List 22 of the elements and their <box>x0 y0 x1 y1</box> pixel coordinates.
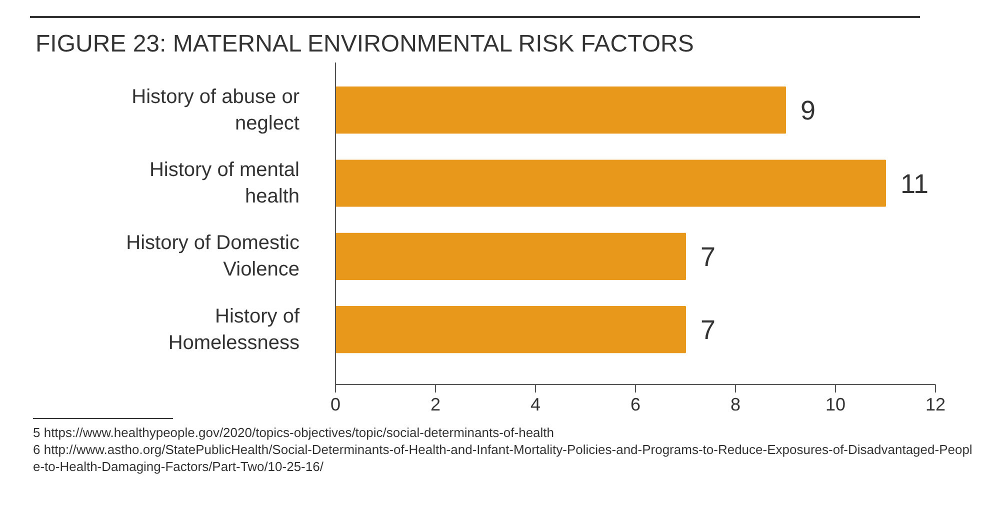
x-tick-label: 2 <box>430 394 441 414</box>
x-tick-label: 0 <box>330 394 341 414</box>
text: 5 https://www.healthypeople.gov/2020/topics-objectives/topic/social-determinants-of-health <box>33 425 556 442</box>
text: 6 http://www.astho.org/StatePublicHealth/Social-Determinants-of-Health-and-Infant-Mortality-Policies-and-Programs-to-Reduce-Exposures-of-Disadvantaged-People-to-Health-Damaging-Factors/Part-Two/10-25-16/ <box>33 442 973 476</box>
data-label: 7 <box>700 315 716 346</box>
bar <box>336 160 886 207</box>
x-tick-label: 6 <box>630 394 641 414</box>
chart-title: FIGURE 23: MATERNAL ENVIRONMENTAL RISK FACTORS <box>36 30 694 58</box>
data-label: 7 <box>700 242 716 272</box>
data-label: 9 <box>800 96 816 126</box>
x-tick-label: 4 <box>530 394 541 414</box>
x-tick-label: 8 <box>730 394 741 414</box>
bar <box>336 306 686 354</box>
bar <box>336 86 786 134</box>
y-tick-label: History of mental health <box>149 159 300 208</box>
y-tick-label: History of abuse or neglect <box>132 86 300 134</box>
y-tick-label: History of Homelessness <box>168 305 300 354</box>
x-tick-label: 10 <box>825 394 846 414</box>
bar <box>336 232 686 280</box>
x-tick-label: 12 <box>925 394 946 414</box>
data-label: 11 <box>900 168 929 199</box>
y-tick-label: History of Domestic Violence <box>126 232 300 281</box>
